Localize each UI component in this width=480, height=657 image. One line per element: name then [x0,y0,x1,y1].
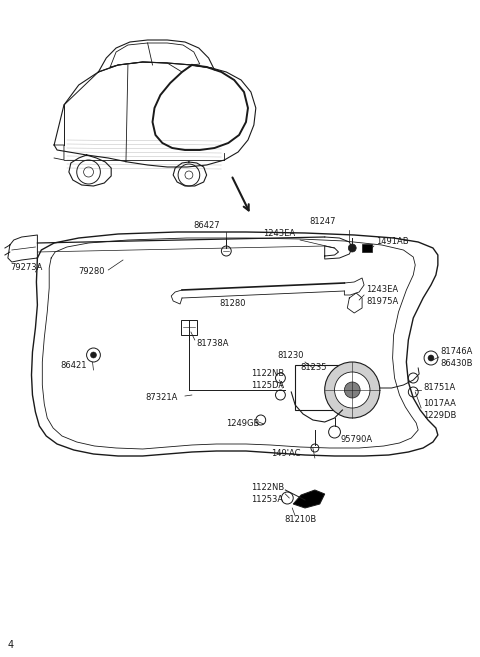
Text: 4: 4 [8,640,14,650]
Text: 81975A: 81975A [366,298,398,307]
Text: 1243EA: 1243EA [366,286,398,294]
Circle shape [281,492,293,504]
Circle shape [91,352,96,358]
Text: 79273A: 79273A [10,263,42,273]
Text: 81751A: 81751A [423,384,456,392]
Text: 81235: 81235 [300,363,326,373]
Text: 1491AB: 1491AB [376,237,408,246]
Text: 79280: 79280 [79,267,105,277]
Polygon shape [293,490,324,508]
Text: 1243EA: 1243EA [263,229,295,238]
Text: 81746A: 81746A [441,348,473,357]
Circle shape [86,348,100,362]
Text: 1229DB: 1229DB [423,411,456,420]
Circle shape [408,387,418,397]
Circle shape [335,372,370,408]
Text: 81230: 81230 [277,351,303,361]
Circle shape [324,362,380,418]
Circle shape [311,444,319,452]
Circle shape [344,382,360,398]
Circle shape [408,373,418,383]
Circle shape [424,351,438,365]
Text: 81210B: 81210B [284,516,316,524]
Circle shape [256,415,265,425]
Text: 86430B: 86430B [441,359,473,369]
Text: 11253A: 11253A [251,495,283,505]
Text: 86421: 86421 [60,361,87,371]
Text: 149'AC: 149'AC [271,449,300,457]
Text: 1017AA: 1017AA [423,399,456,409]
Circle shape [428,355,434,361]
Circle shape [329,426,340,438]
Text: 1122NB: 1122NB [251,369,284,378]
Text: 81247: 81247 [310,217,336,227]
Text: 86427: 86427 [193,221,220,231]
Text: 87321A: 87321A [145,394,178,403]
Text: 81280: 81280 [219,298,245,307]
FancyBboxPatch shape [362,244,372,252]
Text: 1125DA: 1125DA [251,380,284,390]
Circle shape [276,373,285,383]
Text: 1249GB: 1249GB [226,420,260,428]
Text: 95790A: 95790A [340,436,372,445]
Polygon shape [181,320,197,335]
Circle shape [348,244,356,252]
Text: 81738A: 81738A [197,340,229,348]
Circle shape [221,246,231,256]
Text: 1122NB: 1122NB [251,484,284,493]
Circle shape [276,390,285,400]
